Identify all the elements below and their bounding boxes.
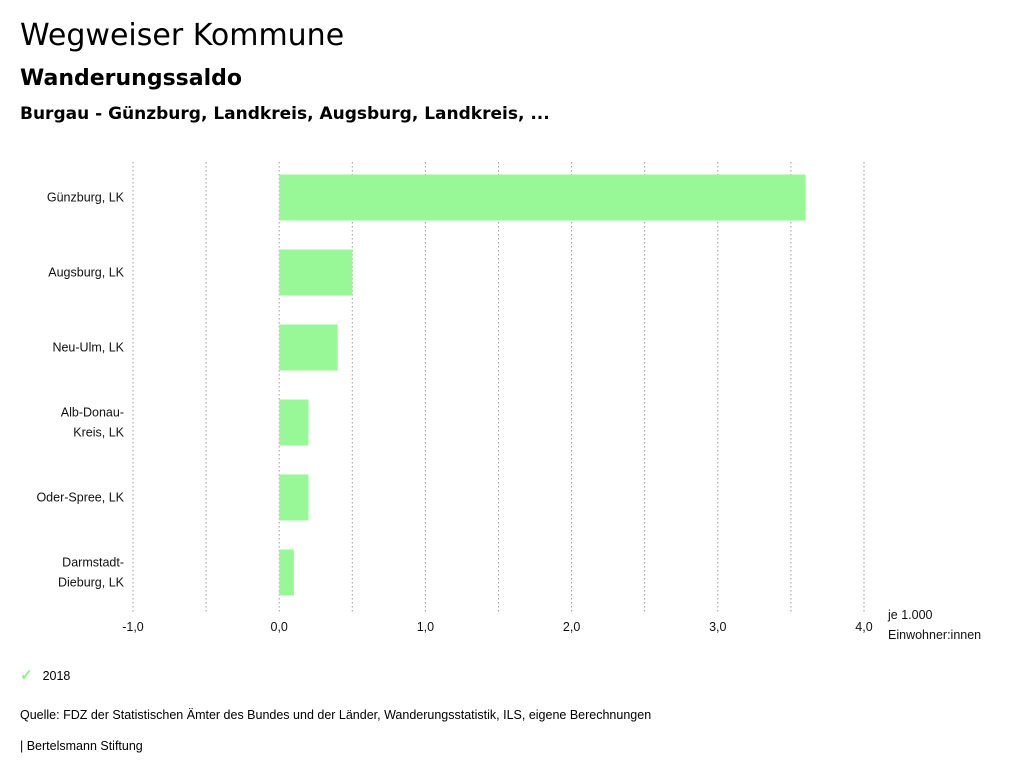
x-tick-label: 1,0 [417,620,434,634]
y-category-label: Augsburg, LK [48,266,124,280]
bar [279,549,294,596]
bar [279,174,806,221]
legend-label: 2018 [42,668,71,683]
x-tick-label: 0,0 [271,620,288,634]
chart-subtitle: Wanderungssaldo [20,66,243,91]
region-label: Burgau - Günzburg, Landkreis, Augsburg, … [20,104,550,124]
bar [279,249,353,296]
y-category-label: Günzburg, LK [47,191,125,205]
bar [279,324,338,371]
x-tick-label: 4,0 [855,620,872,634]
x-tick-label: 3,0 [709,620,726,634]
legend[interactable]: ✓ 2018 [20,668,70,683]
x-axis-label: Einwohner:innen [888,628,981,642]
y-category-label: Kreis, LK [73,426,124,440]
source-note: Quelle: FDZ der Statistischen Ämter des … [20,708,652,722]
check-icon: ✓ [20,667,33,684]
x-tick-label: -1,0 [122,620,144,634]
brand-note: | Bertelsmann Stiftung [20,739,143,753]
bar [279,399,309,446]
y-category-label: Darmstadt- [62,556,124,570]
x-tick-label: 2,0 [563,620,580,634]
y-category-label: Dieburg, LK [58,576,125,590]
y-category-label: Oder-Spree, LK [36,491,124,505]
y-category-label: Alb-Donau- [61,406,124,420]
chart-title: Wegweiser Kommune [20,18,345,53]
x-axis-label: je 1.000 [887,608,933,622]
bar-chart: -1,0 0,0 1,0 2,0 3,0 4,0 je 1.000 Einwohner:inn… [36,162,981,642]
bar [279,474,309,521]
y-category-label: Neu-Ulm, LK [52,341,124,355]
